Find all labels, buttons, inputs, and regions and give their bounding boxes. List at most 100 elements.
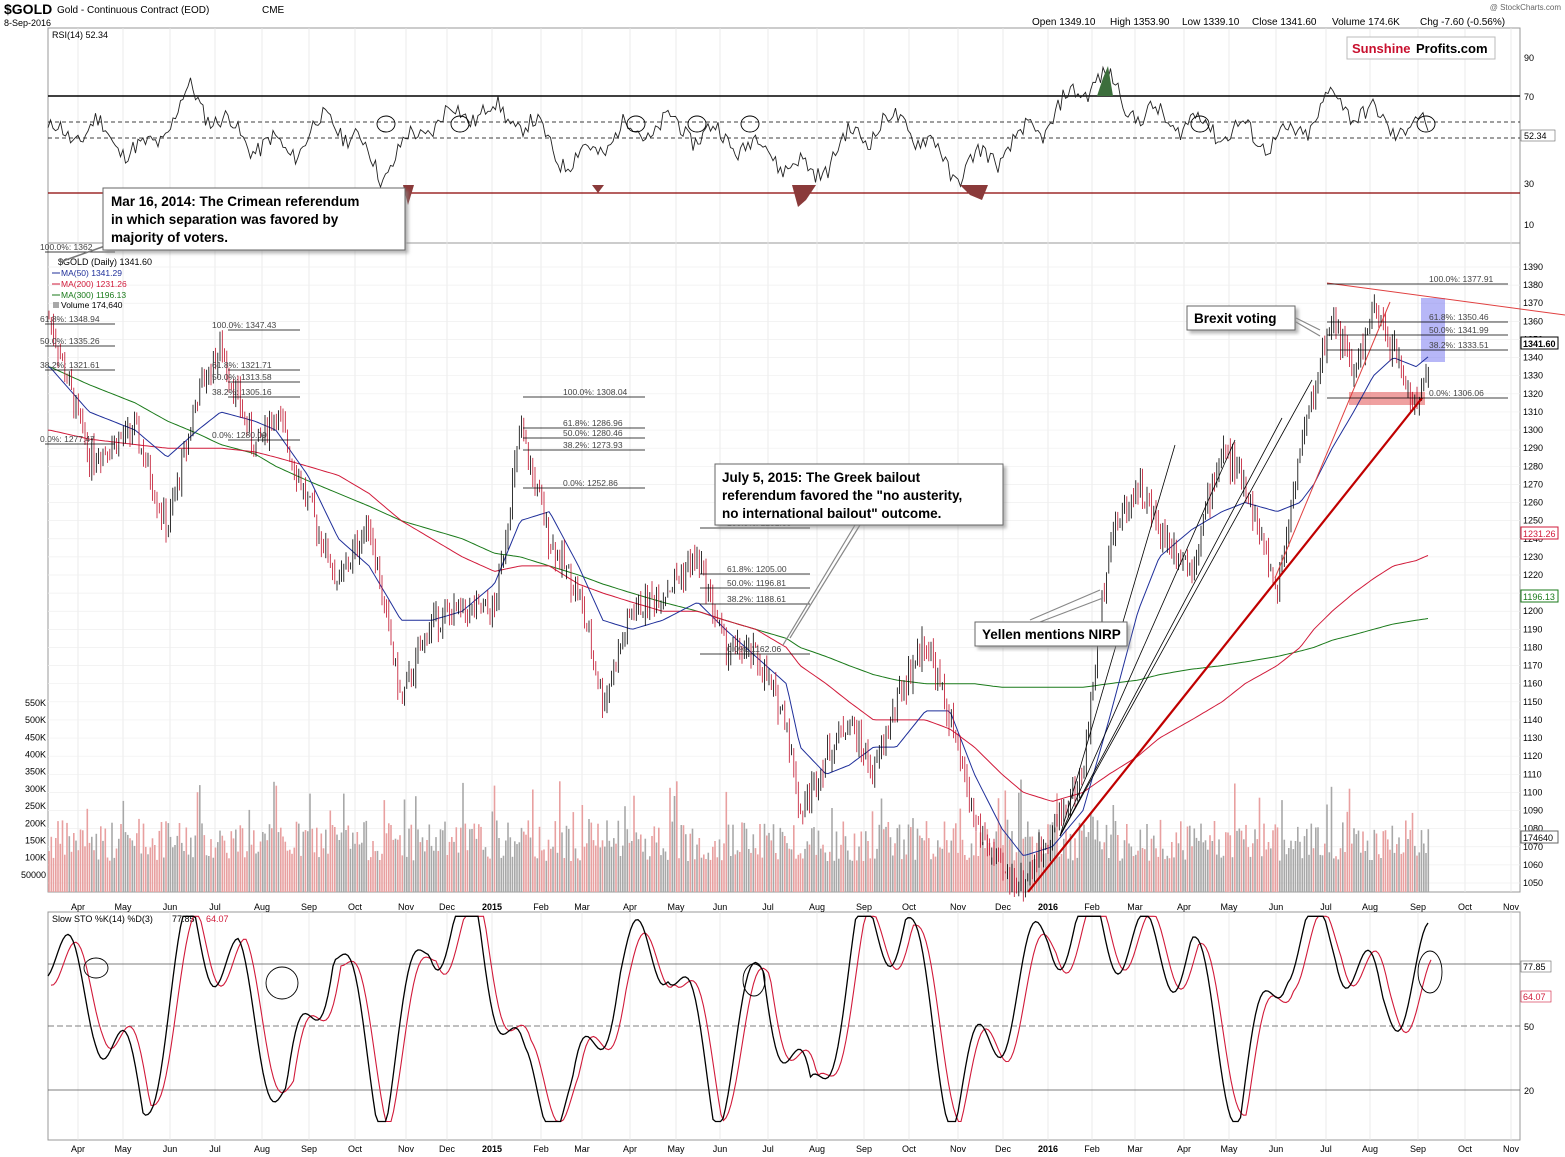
crimea-line-2: in which separation was favored by — [111, 212, 339, 227]
fan-line-3 — [1059, 417, 1283, 837]
price-tick: 1160 — [1523, 679, 1542, 689]
fib-level-label: 61.8%: 1205.00 — [727, 564, 787, 574]
month-axis: Apr Apr May May Jun Jun Jul Jul Aug Aug Sep Sep Oct O… — [71, 902, 1520, 1154]
symbol-label: $GOLD — [4, 1, 52, 17]
volume-tick: 150K — [25, 835, 46, 845]
volume-tick: 250K — [25, 801, 46, 811]
annotation-brexit: Brexit voting — [1186, 305, 1321, 337]
rsi-oversold-fill-2 — [792, 185, 816, 207]
instrument-name: Gold - Continuous Contract (EOD) — [57, 5, 209, 16]
stoch-month-label: Apr — [1177, 1144, 1191, 1154]
price-tick: 1310 — [1523, 407, 1543, 417]
stockcharts-credit: @ StockCharts.com — [1490, 3, 1562, 12]
stoch-month-label: Jul — [209, 1144, 221, 1154]
month-label: May — [1220, 902, 1238, 912]
month-label: Mar — [1127, 902, 1143, 912]
price-tick: 1330 — [1523, 371, 1543, 381]
stoch-month-label: Jul — [762, 1144, 774, 1154]
high-value: High 1353.90 — [1110, 17, 1170, 28]
month-label: Sep — [1410, 902, 1426, 912]
stoch-month-label: Jun — [1269, 1144, 1284, 1154]
stoch-month-label: May — [114, 1144, 132, 1154]
ma300-badge-value: 1196.13 — [1523, 592, 1555, 602]
volume-tick: 500K — [25, 715, 46, 725]
volume-tick: 300K — [25, 784, 46, 794]
month-label: Jul — [1320, 902, 1332, 912]
price-tick: 1110 — [1523, 769, 1542, 779]
rsi-circle-6 — [1416, 115, 1436, 133]
volume-tick: 350K — [25, 767, 46, 777]
stoch-d-line — [50, 915, 1432, 1123]
stochastic-panel: Slow STO %K(14) %D(3) 77.85 64.07 80 50 … — [47, 914, 1552, 1123]
stoch-month-label: Nov — [398, 1144, 415, 1154]
price-tick: 1380 — [1523, 280, 1543, 290]
logo-part-2: Profits.com — [1416, 41, 1488, 56]
support-zone — [1349, 392, 1425, 405]
month-label: Sep — [856, 902, 872, 912]
rsi-circle-1 — [450, 115, 470, 133]
volume-badge — [1520, 830, 1559, 844]
stoch-month-label: Jun — [713, 1144, 728, 1154]
month-label: Oct — [348, 902, 363, 912]
main-panel-frame — [47, 27, 1521, 893]
legend-ma200: MA(200) 1231.26 — [61, 279, 127, 289]
fib-level-label: 61.8%: 1350.46 — [1429, 312, 1489, 322]
volume-tick: 550K — [25, 698, 46, 708]
stoch-tick-50: 50 — [1524, 1022, 1534, 1032]
stoch-k-badge — [1520, 960, 1552, 973]
trend-lines — [1027, 282, 1565, 893]
stoch-d-badge-value: 64.07 — [1523, 992, 1546, 1002]
ma200-badge-value: 1231.26 — [1523, 529, 1556, 539]
sunshine-profits-logo: Sunshine Profits.com — [1346, 36, 1496, 60]
crimea-callout-box — [102, 187, 406, 251]
legend-main: $GOLD (Daily) 1341.60 — [58, 257, 152, 267]
legend-volume: Volume 174,640 — [61, 300, 123, 310]
annotation-crimea: Mar 16, 2014: The Crimean referendum in … — [59, 187, 406, 263]
rsi-label: RSI(14) 52.34 — [52, 30, 108, 40]
stoch-month-label: Feb — [533, 1144, 549, 1154]
price-tick: 1080 — [1523, 824, 1543, 834]
rsi-circle-5 — [1190, 115, 1210, 133]
volume-bars — [48, 779, 1430, 892]
stoch-circle-2 — [742, 963, 766, 997]
volume-axis-ticks: 550K 500K 450K 400K 350K 300K 250K 200K 150K 100K… — [21, 698, 46, 880]
stoch-month-label: Sep — [301, 1144, 317, 1154]
month-label: Jun — [713, 902, 728, 912]
fib-level-label: 38.2%: 1333.51 — [1429, 340, 1489, 350]
month-label: Aug — [809, 902, 825, 912]
stoch-circle-1 — [265, 966, 299, 1000]
fib-level-label: 100.0%: 1377.91 — [1429, 274, 1494, 284]
stoch-month-label: Aug — [254, 1144, 270, 1154]
stoch-month-label: Oct — [348, 1144, 363, 1154]
price-tick: 1390 — [1523, 262, 1543, 272]
month-label: Nov — [950, 902, 967, 912]
fib-level-label: 38.2%: 1188.61 — [727, 594, 786, 604]
month-label: Jun — [1269, 902, 1284, 912]
fib-level-label: 0.0%: 1280.09 — [212, 430, 267, 440]
price-tick: 1050 — [1523, 878, 1543, 888]
stoch-month-label: May — [1220, 1144, 1238, 1154]
stoch-d-badge — [1520, 990, 1552, 1003]
greek-line-3: no international bailout" outcome. — [722, 506, 941, 521]
stoch-month-label: Apr — [71, 1144, 85, 1154]
price-axis-badges: 1341.60 1231.26 1196.13 174640 — [1520, 336, 1559, 844]
fib-level-label: 50.0%: 1335.26 — [40, 336, 100, 346]
yellen-text: Yellen mentions NIRP — [982, 627, 1121, 642]
close-value: Close 1341.60 — [1252, 17, 1317, 28]
greek-pointer-2 — [782, 524, 856, 646]
fib-level-label: 61.8%: 1321.71 — [212, 360, 272, 370]
rsi-oversold-fill-4 — [403, 185, 414, 205]
logo-part-1: Sunshine — [1352, 41, 1411, 56]
month-label: Apr — [1177, 902, 1191, 912]
greek-line-2: referendum favored the "no austerity, — [722, 488, 962, 503]
month-label: Jul — [762, 902, 774, 912]
month-label: Mar — [574, 902, 590, 912]
rsi-tick-90: 90 — [1524, 53, 1534, 63]
price-tick: 1300 — [1523, 425, 1543, 435]
greek-line-1: July 5, 2015: The Greek bailout — [722, 470, 921, 485]
volume-badge-value: 174640 — [1523, 833, 1553, 843]
fib-level-label: 61.8%: 1348.94 — [40, 314, 100, 324]
